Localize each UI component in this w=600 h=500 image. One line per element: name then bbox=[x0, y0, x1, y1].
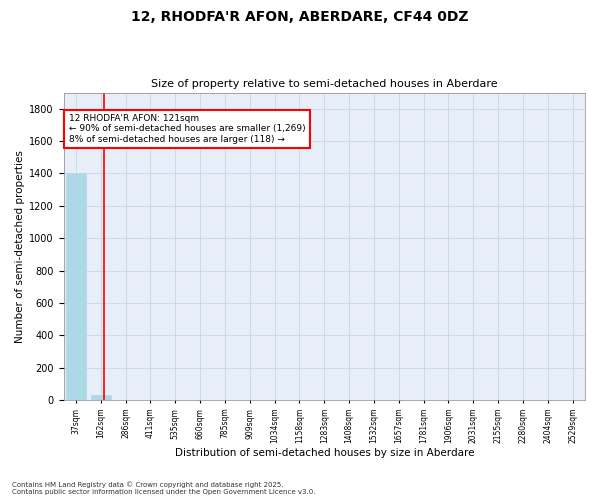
Text: Contains public sector information licensed under the Open Government Licence v3: Contains public sector information licen… bbox=[12, 489, 316, 495]
Bar bbox=[91, 395, 110, 400]
Text: 12 RHODFA'R AFON: 121sqm
← 90% of semi-detached houses are smaller (1,269)
8% of: 12 RHODFA'R AFON: 121sqm ← 90% of semi-d… bbox=[69, 114, 305, 144]
Bar bbox=[66, 174, 86, 400]
Y-axis label: Number of semi-detached properties: Number of semi-detached properties bbox=[15, 150, 25, 343]
X-axis label: Distribution of semi-detached houses by size in Aberdare: Distribution of semi-detached houses by … bbox=[175, 448, 474, 458]
Text: Contains HM Land Registry data © Crown copyright and database right 2025.: Contains HM Land Registry data © Crown c… bbox=[12, 481, 284, 488]
Text: 12, RHODFA'R AFON, ABERDARE, CF44 0DZ: 12, RHODFA'R AFON, ABERDARE, CF44 0DZ bbox=[131, 10, 469, 24]
Title: Size of property relative to semi-detached houses in Aberdare: Size of property relative to semi-detach… bbox=[151, 79, 497, 89]
